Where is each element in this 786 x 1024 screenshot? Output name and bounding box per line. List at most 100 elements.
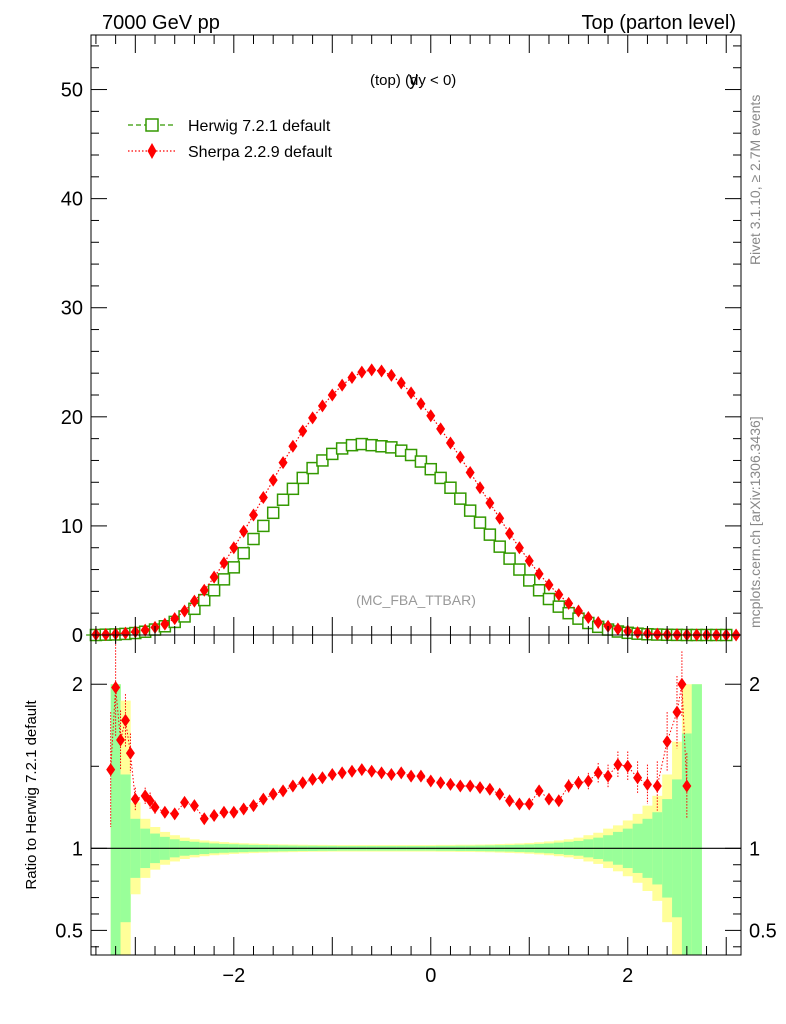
main-plot-panel: 0 10 20 30 40 50 y (top) (dy < 0) (MC_FBA_TTB… [61, 34, 742, 647]
sherpa-point [120, 626, 130, 640]
sherpa-point [544, 578, 554, 592]
sherpa-ratio-point [298, 776, 308, 790]
sherpa-ratio-point [593, 766, 603, 780]
sherpa-ratio-point [603, 769, 613, 783]
y-tick-label: 50 [61, 80, 83, 102]
sherpa-ratio-point [524, 797, 534, 811]
sherpa-ratio-point [652, 779, 662, 793]
analysis-watermark: (MC_FBA_TTBAR) [356, 592, 476, 608]
sherpa-point [377, 364, 387, 378]
y-tick-label: 30 [61, 298, 83, 320]
sherpa-point [564, 596, 574, 610]
y-tick-label: 0 [72, 625, 83, 647]
sherpa-ratio-point [249, 799, 258, 813]
ratio-y-tick-label-left: 1 [72, 838, 83, 860]
sherpa-point [189, 594, 199, 608]
herwig-point [237, 546, 250, 560]
sherpa-ratio-point [534, 784, 544, 798]
mc-uncertainty-band-inner [110, 684, 121, 955]
ratio-y-tick-label-right: 1 [749, 838, 760, 860]
sherpa-point [554, 588, 564, 602]
sherpa-ratio-point [347, 764, 357, 778]
herwig-point [503, 552, 516, 565]
sherpa-ratio-point [130, 792, 140, 806]
sherpa-point [278, 456, 288, 470]
sherpa-ratio-point [120, 713, 130, 727]
herwig-point [247, 532, 260, 546]
sherpa-point [288, 439, 298, 453]
sherpa-ratio-point [180, 795, 190, 809]
sherpa-ratio-point [583, 774, 593, 788]
sherpa-ratio-point [682, 779, 692, 793]
legend: Herwig 7.2.1 default Sherpa 2.2.9 defaul… [128, 118, 333, 161]
sherpa-point [514, 541, 524, 555]
sherpa-point [337, 378, 347, 392]
sherpa-point [505, 527, 515, 541]
x-tick-label: −2 [222, 965, 245, 987]
herwig-point [276, 493, 290, 506]
sherpa-ratio-point [564, 779, 574, 793]
sherpa-ratio-point [239, 802, 249, 816]
sherpa-point [386, 368, 396, 382]
herwig-point [434, 471, 447, 485]
sherpa-point [367, 363, 377, 377]
sherpa-ratio-point [317, 771, 327, 785]
sherpa-point [101, 627, 111, 641]
sherpa-ratio-point [308, 772, 318, 786]
sherpa-ratio-point [406, 769, 416, 783]
herwig-point [306, 461, 319, 475]
herwig-point [523, 574, 536, 587]
sherpa-point [249, 508, 258, 522]
sherpa-ratio-point [111, 681, 121, 695]
sherpa-point [317, 399, 327, 413]
sherpa-ratio-point [544, 792, 554, 806]
sherpa-ratio-point [160, 805, 170, 819]
herwig-point [513, 563, 526, 576]
sherpa-ratio-point [337, 766, 347, 780]
sherpa-ratio-point [258, 792, 268, 806]
herwig-point [454, 492, 467, 505]
sherpa-point [268, 473, 278, 487]
herwig-point [316, 454, 329, 467]
ratio-y-tick-label-left: 2 [72, 674, 83, 696]
sherpa-ratio-point [170, 807, 180, 821]
header-right-label: Top (parton level) [581, 12, 736, 34]
sherpa-ratio-point [416, 769, 426, 783]
rivet-version-label: Rivet 3.1.10, ≥ 2.7M events [747, 95, 763, 265]
sherpa-point [160, 617, 170, 631]
plot-title-main: y [409, 69, 418, 89]
sherpa-ratio-point [455, 779, 465, 793]
herwig-point [483, 528, 497, 541]
sherpa-ratio-point [268, 787, 278, 801]
legend-herwig-marker [145, 118, 159, 132]
mc-uncertainty-band-inner [691, 684, 702, 955]
y-tick-label: 20 [61, 407, 83, 429]
sherpa-ratio-point [495, 787, 505, 801]
sherpa-point [357, 365, 367, 379]
sherpa-point [485, 496, 495, 510]
sherpa-point [426, 409, 436, 423]
sherpa-ratio-point [229, 805, 239, 819]
sherpa-point [239, 524, 249, 538]
sherpa-point [652, 627, 662, 641]
sherpa-point [327, 388, 337, 402]
sherpa-point [613, 622, 623, 636]
sherpa-ratio-point [377, 766, 387, 780]
sherpa-ratio-point [514, 797, 524, 811]
sherpa-point [495, 511, 505, 525]
sherpa-point [229, 541, 239, 555]
sherpa-ratio-point [125, 746, 135, 760]
x-tick-label: 2 [622, 965, 633, 987]
sherpa-point [593, 615, 603, 629]
plot-title-sub: (top) (dy < 0) [370, 72, 456, 89]
header-left-label: 7000 GeV pp [102, 12, 220, 34]
sherpa-point [455, 450, 465, 464]
herwig-point [227, 561, 241, 574]
sherpa-point [465, 465, 475, 479]
sherpa-point [406, 386, 416, 400]
y-tick-label: 40 [61, 189, 83, 211]
herwig-point [493, 540, 506, 553]
sherpa-point [298, 424, 308, 438]
herwig-point [542, 592, 556, 606]
sherpa-ratio-point [672, 705, 682, 719]
